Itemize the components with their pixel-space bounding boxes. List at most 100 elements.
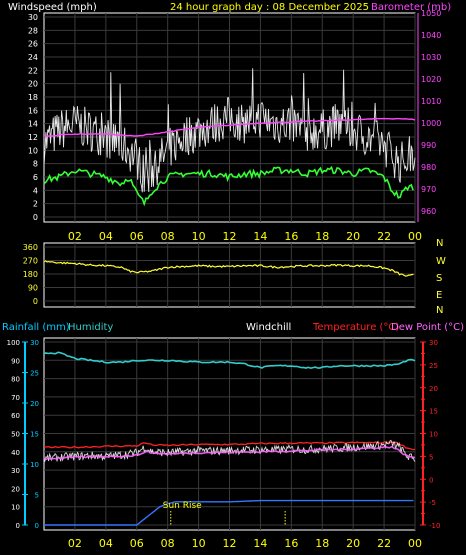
rain-tick-label: 5 xyxy=(35,492,39,500)
compass-label: S xyxy=(436,273,442,284)
temp-tick-label: 15 xyxy=(429,408,438,416)
windchill-header: Windchill xyxy=(246,322,291,333)
windspeed-tick-label: 18 xyxy=(28,93,38,102)
barometer-tick-label: 1000 xyxy=(421,119,441,128)
windspeed-tick-label: 20 xyxy=(28,80,38,89)
humidity-tick-label: 90 xyxy=(11,357,20,365)
humidity-tick-label: 50 xyxy=(11,431,20,439)
graph-title: 24 hour graph day : 08 December 2025 xyxy=(170,2,369,13)
windspeed-tick-label: 6 xyxy=(33,173,38,182)
direction-panel-series xyxy=(43,260,414,277)
wind-hour-label: 18 xyxy=(315,230,329,243)
direction-tick-label: 180 xyxy=(23,270,38,279)
temp-hour-label: 20 xyxy=(346,537,360,550)
wind-hour-label: 04 xyxy=(99,230,113,243)
barometer-tick-label: 1040 xyxy=(421,31,441,40)
windspeed-tick-label: 30 xyxy=(28,13,38,22)
wind-panel-series xyxy=(43,68,416,207)
humidity-tick-label: 60 xyxy=(11,412,20,420)
temp-tick-label: 10 xyxy=(429,431,438,439)
humidity-tick-label: 70 xyxy=(11,394,20,402)
wind-hour-label: 08 xyxy=(161,230,175,243)
dewpoint-header: Dew Point (°C) xyxy=(391,322,464,333)
windspeed-line xyxy=(43,68,416,193)
windspeed-tick-label: 8 xyxy=(33,160,38,169)
temp-hour-label: 10 xyxy=(192,537,206,550)
wind-hour-label: 10 xyxy=(192,230,206,243)
temperature-line xyxy=(43,441,416,451)
temp-hour-label: 00 xyxy=(408,537,422,550)
temp-hour-label: 06 xyxy=(130,537,144,550)
sun-rise-label: Sun Rise xyxy=(163,501,202,511)
compass-label: E xyxy=(436,290,442,301)
humidity-header: Humidity xyxy=(68,322,113,333)
temp-hour-label: 16 xyxy=(284,537,298,550)
direction-tick-label: 270 xyxy=(23,257,38,266)
temp-tick-label: -5 xyxy=(429,499,436,507)
temperature-header: Temperature (°C) xyxy=(312,322,399,333)
windchill-line xyxy=(43,439,416,463)
windspeed-tick-label: 0 xyxy=(33,213,38,222)
barometer-tick-label: 1010 xyxy=(421,97,441,106)
barometer-tick-label: 960 xyxy=(421,207,436,216)
humidity-tick-label: 40 xyxy=(11,449,20,457)
barometer-tick-label: 980 xyxy=(421,163,436,172)
temp-tick-label: -10 xyxy=(429,522,440,530)
temp-tick-label: 0 xyxy=(429,476,433,484)
temp-tick-label: 25 xyxy=(429,362,438,370)
barometer-line xyxy=(43,117,416,137)
temp-tick-label: 30 xyxy=(429,339,438,347)
windspeed-tick-label: 24 xyxy=(28,53,38,62)
rain-tick-label: 0 xyxy=(35,522,39,530)
direction-tick-label: 90 xyxy=(28,284,38,293)
rain-tick-label: 25 xyxy=(30,370,39,378)
rainfall-line xyxy=(44,499,414,526)
barometer-header: Barometer (mb) xyxy=(371,2,451,13)
rainfall-header: Rainfall (mm) xyxy=(2,322,70,333)
wind-hour-label: 14 xyxy=(253,230,267,243)
windspeed-tick-label: 26 xyxy=(28,40,38,49)
temp-hour-label: 22 xyxy=(377,537,391,550)
barometer-tick-label: 990 xyxy=(421,141,436,150)
windspeed-header: Windspeed (mph) xyxy=(8,2,97,13)
barometer-tick-label: 1050 xyxy=(421,9,441,18)
windspeed-tick-label: 22 xyxy=(28,66,38,75)
humidity-tick-label: 20 xyxy=(11,485,20,493)
windspeed-tick-label: 2 xyxy=(33,200,38,209)
windspeed-tick-label: 16 xyxy=(28,106,38,115)
wind-direction-line xyxy=(43,260,414,277)
direction-panel-grid xyxy=(44,243,416,307)
humidity-tick-label: 0 xyxy=(16,522,20,530)
barometer-tick-label: 1020 xyxy=(421,75,441,84)
rain-tick-label: 20 xyxy=(30,400,39,408)
wind-hour-label: 02 xyxy=(68,230,82,243)
compass-label: N xyxy=(436,305,443,316)
wind-hour-label: 06 xyxy=(130,230,144,243)
temp-hour-label: 08 xyxy=(161,537,175,550)
humidity-tick-label: 100 xyxy=(7,339,20,347)
wind-hour-label: 22 xyxy=(377,230,391,243)
humidity-tick-label: 30 xyxy=(11,467,20,475)
wind-average-line xyxy=(43,165,414,207)
temp-tick-label: 20 xyxy=(429,385,438,393)
wind-hour-label: 16 xyxy=(284,230,298,243)
windspeed-tick-label: 28 xyxy=(28,26,38,35)
windspeed-tick-label: 12 xyxy=(28,133,38,142)
temp-panel-grid xyxy=(44,338,416,530)
rain-tick-label: 30 xyxy=(30,339,39,347)
temp-hour-label: 12 xyxy=(223,537,237,550)
direction-tick-label: 360 xyxy=(23,243,38,252)
windspeed-tick-label: 10 xyxy=(28,146,38,155)
temp-hour-label: 18 xyxy=(315,537,329,550)
temp-panel-axes: 0102030405060708090100051015202530-10-50… xyxy=(7,339,441,550)
barometer-tick-label: 970 xyxy=(421,185,436,194)
humidity-tick-label: 10 xyxy=(11,504,20,512)
rain-tick-label: 10 xyxy=(30,461,39,469)
wind-panel-axes: 0246810121416182022242628309609709809901… xyxy=(28,9,442,243)
wind-hour-label: 20 xyxy=(346,230,360,243)
wind-hour-label: 00 xyxy=(408,230,422,243)
temp-panel-series: Sun Rise xyxy=(43,351,416,526)
dewpoint-line xyxy=(43,445,416,461)
temp-hour-label: 02 xyxy=(68,537,82,550)
